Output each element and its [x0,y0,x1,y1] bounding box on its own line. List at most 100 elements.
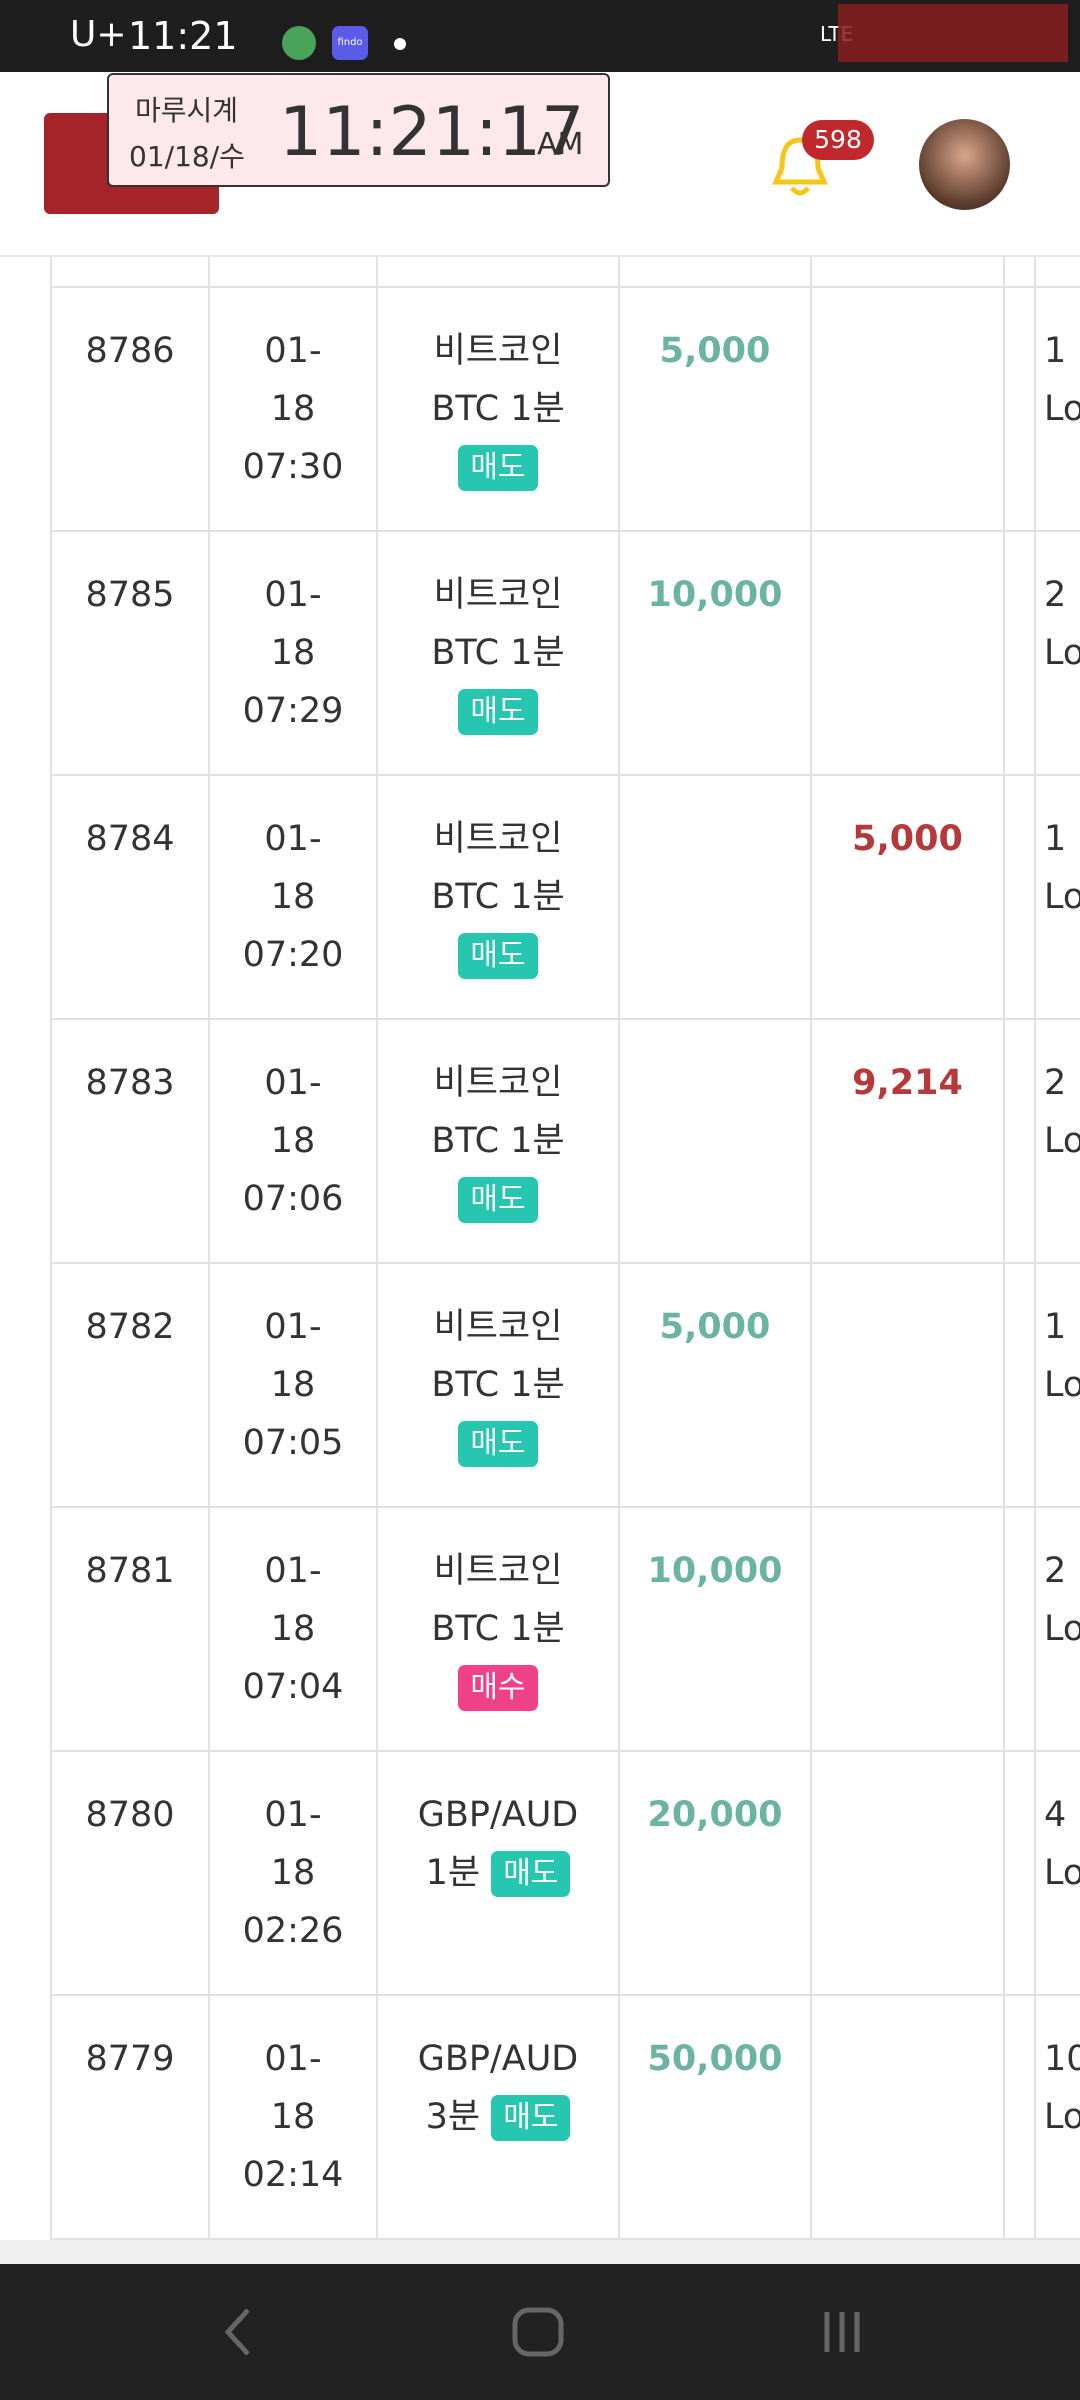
profit: 50,000 [647,2039,783,2079]
clock-ampm: AM [537,127,584,162]
table-cell: 8782 [50,1264,210,1508]
tag-line: 매도 [378,682,618,740]
table-cell: 4 Lo [1036,1752,1080,1996]
amount-line: Lo [1044,389,1080,429]
table-cell: 01- 18 02:14 [210,1996,378,2240]
nav-bar [0,2264,1080,2400]
date-line: 07:29 [242,691,344,731]
date-line: 01- [264,331,322,371]
clock-time: 11:21:17 [279,93,585,172]
date-line: 18 [270,1121,316,1161]
app-icon [282,26,316,60]
tag-line: 매수 [378,1658,618,1716]
table-cell: 5,000 [620,288,812,532]
product-line: GBP/AUD [417,2039,579,2079]
product-line: 3분 매도 [378,2088,618,2146]
table-cell: 01- 18 07:04 [210,1508,378,1752]
date-line: 02:14 [242,2155,344,2195]
product-line: 비트코인 [433,575,563,615]
table-cell: 비트코인 BTC 1분 매도 [378,1264,620,1508]
table-cell [1005,532,1036,776]
product-line: BTC 1분 [431,633,565,673]
amount-line: 1 [1044,331,1067,371]
row-id: 8786 [85,331,175,371]
date-line: 07:04 [242,1667,344,1707]
amount-line: Lo [1044,1609,1080,1649]
table-cell: 01- 18 07:30 [210,288,378,532]
cell [210,257,378,288]
clock-date: 01/18/수 [129,140,245,173]
table-cell: 01- 18 02:26 [210,1752,378,1996]
table-cell [620,776,812,1020]
table-cell: GBP/AUD 3분 매도 [378,1996,620,2240]
side-tag: 매도 [458,445,538,491]
date-line: 07:30 [242,447,344,487]
date-line: 01- [264,1551,322,1591]
amount-line: Lo [1044,1853,1080,1893]
product-line: 비트코인 [433,1551,563,1591]
date-line: 01- [264,1307,322,1347]
side-tag: 매도 [458,689,538,735]
table-cell: 5,000 [620,1264,812,1508]
date-line: 18 [270,2097,316,2137]
app-icon: findo [332,26,368,60]
side-tag: 매도 [491,1851,571,1897]
date-line: 18 [270,1365,316,1405]
amount-line: 2 [1044,575,1067,615]
amount-line: 2 [1044,1551,1067,1591]
avatar[interactable] [919,119,1010,210]
carrier: U+ [70,14,127,55]
date-line: 01- [264,2039,322,2079]
table-cell [812,1508,1005,1752]
cell [812,257,1005,288]
nav-icons [224,2307,860,2357]
table-cell [1005,288,1036,532]
table-cell: 8781 [50,1508,210,1752]
tag-line: 매도 [378,438,618,496]
date-line: 01- [264,575,322,615]
amount-line: Lo [1044,877,1080,917]
table-cell: 10,000 [620,532,812,776]
table-cell [812,288,1005,532]
table-cell: 1 Lo [1036,288,1080,532]
product-line: BTC 1분 [431,1121,565,1161]
table-cell [1005,1020,1036,1264]
table-cell [812,1996,1005,2240]
table-cell: 8784 [50,776,210,1020]
date-line: 07:06 [242,1179,344,1219]
cell [1005,257,1036,288]
row-id: 8782 [85,1307,175,1347]
profit: 5,000 [659,1307,771,1347]
profit: 10,000 [647,575,783,615]
date-line: 07:20 [242,935,344,975]
table-cell [812,1752,1005,1996]
table-cell [620,1020,812,1264]
status-time: 11:21 [128,14,238,58]
side-tag: 매도 [491,2095,571,2141]
row-id: 8785 [85,575,175,615]
table-cell: 2 Lo [1036,1508,1080,1752]
table-cell: 2 Lo [1036,1020,1080,1264]
side-tag: 매수 [458,1665,538,1711]
amount-line: 1 [1044,819,1067,859]
table-cell: 8783 [50,1020,210,1264]
cell [1036,257,1080,288]
table-cell: 8779 [50,1996,210,2240]
product-line: BTC 1분 [431,1609,565,1649]
table-cell: 01- 18 07:29 [210,532,378,776]
status-bar: U+ 11:21 findo LTE [0,0,1080,72]
date-line: 18 [270,1609,316,1649]
table-cell: 9,214 [812,1020,1005,1264]
date-line: 01- [264,1795,322,1835]
cell [378,257,620,288]
table-cell: 20,000 [620,1752,812,1996]
side-tag: 매도 [458,1421,538,1467]
product-line: BTC 1분 [431,1365,565,1405]
amount-line: Lo [1044,1365,1080,1405]
row-id: 8784 [85,819,175,859]
table-cell: 10,000 [620,1508,812,1752]
table-cell: 5,000 [812,776,1005,1020]
table-cell [1005,1752,1036,1996]
